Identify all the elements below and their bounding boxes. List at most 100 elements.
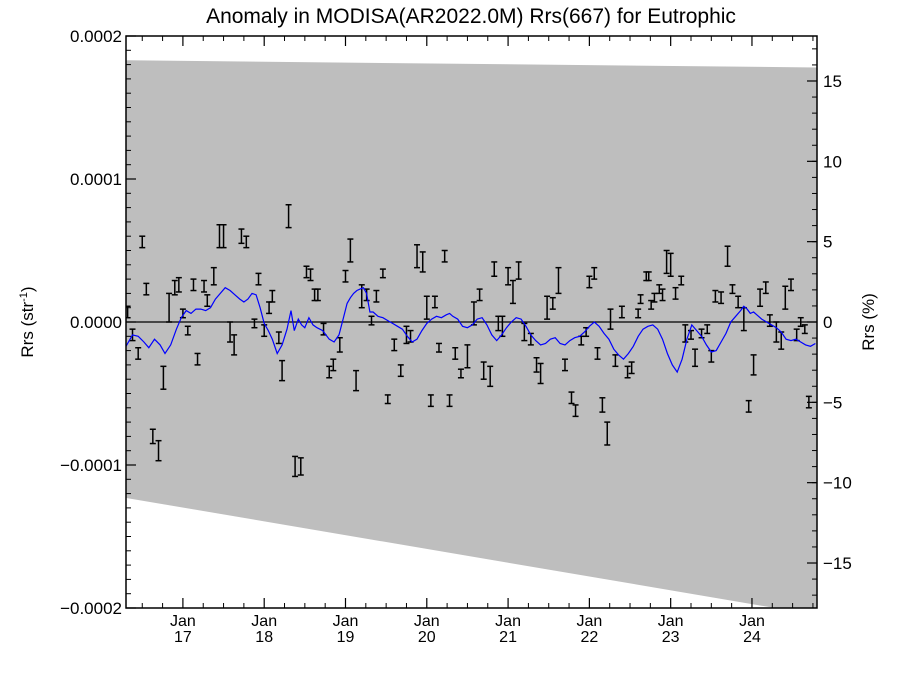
x-tick-month: Jan: [414, 613, 440, 630]
errorbar-point: [342, 269, 349, 283]
errorbar-point: [441, 249, 448, 263]
errorbar-point: [797, 316, 804, 328]
errorbar-point: [175, 276, 182, 293]
errorbar-point: [624, 365, 631, 379]
errorbar-point: [591, 266, 598, 280]
y2-tick-label: −15: [823, 554, 852, 573]
errorbar-point: [155, 439, 162, 462]
errorbar-point: [648, 299, 655, 310]
errorbar-point: [419, 251, 426, 273]
errorbar-point: [391, 338, 398, 352]
y-tick-label: 0.0002: [70, 27, 122, 46]
y2-axis-label: Rrs (%): [859, 293, 878, 351]
errorbar-point: [476, 288, 483, 302]
errorbar-point: [135, 346, 142, 360]
errorbar-point: [586, 275, 593, 289]
errorbar-point: [604, 421, 611, 446]
errorbar-point: [279, 359, 286, 382]
errorbar-point: [544, 295, 551, 320]
errorbar-point: [729, 284, 736, 295]
errorbar-point: [457, 368, 464, 379]
errorbar-point: [509, 279, 516, 305]
uncertainty-band: [126, 60, 817, 608]
errorbar-point: [491, 261, 498, 277]
errorbar-point: [303, 265, 310, 279]
errorbar-point: [227, 321, 234, 343]
errorbar-point: [307, 268, 314, 282]
x-tick-month: Jan: [576, 613, 602, 630]
errorbar-point: [210, 266, 217, 286]
errorbar-point: [231, 334, 238, 356]
errorbar-series: [126, 203, 812, 478]
y-axis-label: Rrs (str-1): [18, 286, 37, 357]
y-axis-label-superscript: -1: [18, 292, 30, 302]
errorbar-point: [762, 281, 769, 295]
errorbar-point: [194, 352, 201, 366]
errorbar-point: [672, 286, 679, 300]
y2-tick-label: −10: [823, 474, 852, 493]
errorbar-point: [330, 358, 337, 372]
y2-tick-label: −5: [823, 393, 842, 412]
errorbar-point: [160, 365, 167, 390]
errorbar-point: [645, 271, 652, 282]
errorbar-point: [487, 365, 494, 388]
x-tick-year: 20: [418, 629, 436, 646]
x-tick-year: 21: [499, 629, 517, 646]
errorbar-point: [336, 336, 343, 353]
x-tick-year: 23: [662, 629, 680, 646]
y2-tick-label: 0: [823, 313, 832, 332]
errorbar-point: [682, 324, 689, 343]
errorbar-point: [561, 358, 568, 372]
y-tick-label: −0.0002: [60, 599, 122, 618]
errorbar-point: [515, 261, 522, 280]
errorbar-point: [201, 279, 208, 293]
errorbar-point: [379, 268, 386, 279]
errorbar-point: [251, 318, 258, 329]
errorbar-point: [628, 361, 635, 375]
errorbar-point: [326, 365, 333, 379]
errorbar-point: [397, 364, 404, 378]
errorbar-point: [635, 308, 642, 319]
x-tick-month: Jan: [658, 613, 684, 630]
x-tick-year: 19: [337, 629, 355, 646]
errorbar-point: [171, 279, 178, 296]
y2-tick-label: 15: [823, 72, 842, 91]
x-tick-year: 22: [580, 629, 598, 646]
errorbar-point: [745, 399, 752, 413]
errorbar-point: [659, 288, 666, 302]
errorbar-point: [724, 245, 731, 267]
errorbar-point: [238, 228, 245, 245]
y-axis-label-main: Rrs (str: [18, 302, 37, 358]
errorbar-point: [166, 292, 173, 323]
errorbar-point: [431, 295, 438, 309]
y2-tick-label: 5: [823, 233, 832, 252]
y-axis-label-tail: ): [18, 286, 37, 292]
chart-title: Anomaly in MODISA(AR2022.0M) Rrs(667) fo…: [206, 5, 736, 28]
errorbar-point: [384, 394, 391, 405]
errorbar-point: [347, 238, 354, 263]
errorbar-point: [718, 291, 725, 305]
errorbar-point: [285, 203, 292, 229]
errorbar-point: [533, 357, 540, 373]
errorbar-point: [149, 428, 156, 445]
errorbar-point: [368, 315, 375, 326]
errorbar-point: [275, 331, 282, 345]
errorbar-point: [757, 288, 764, 308]
errorbar-point: [678, 275, 685, 286]
x-tick-year: 18: [255, 629, 273, 646]
errorbar-point: [292, 455, 299, 478]
x-tick-month: Jan: [170, 613, 196, 630]
errorbar-point: [452, 346, 459, 360]
errorbar-point: [204, 294, 211, 308]
right-y-axis: 15 10 5 0 −5 −10 −15: [807, 48, 852, 596]
errorbar-point: [373, 289, 380, 303]
x-tick-month: Jan: [739, 613, 765, 630]
errorbar-point: [220, 224, 227, 249]
errorbar-point: [599, 397, 606, 413]
errorbar-point: [750, 354, 757, 376]
errorbar-point: [555, 266, 562, 295]
errorbar-point: [568, 391, 575, 405]
errorbar-point: [269, 289, 276, 303]
errorbar-point: [637, 294, 644, 305]
